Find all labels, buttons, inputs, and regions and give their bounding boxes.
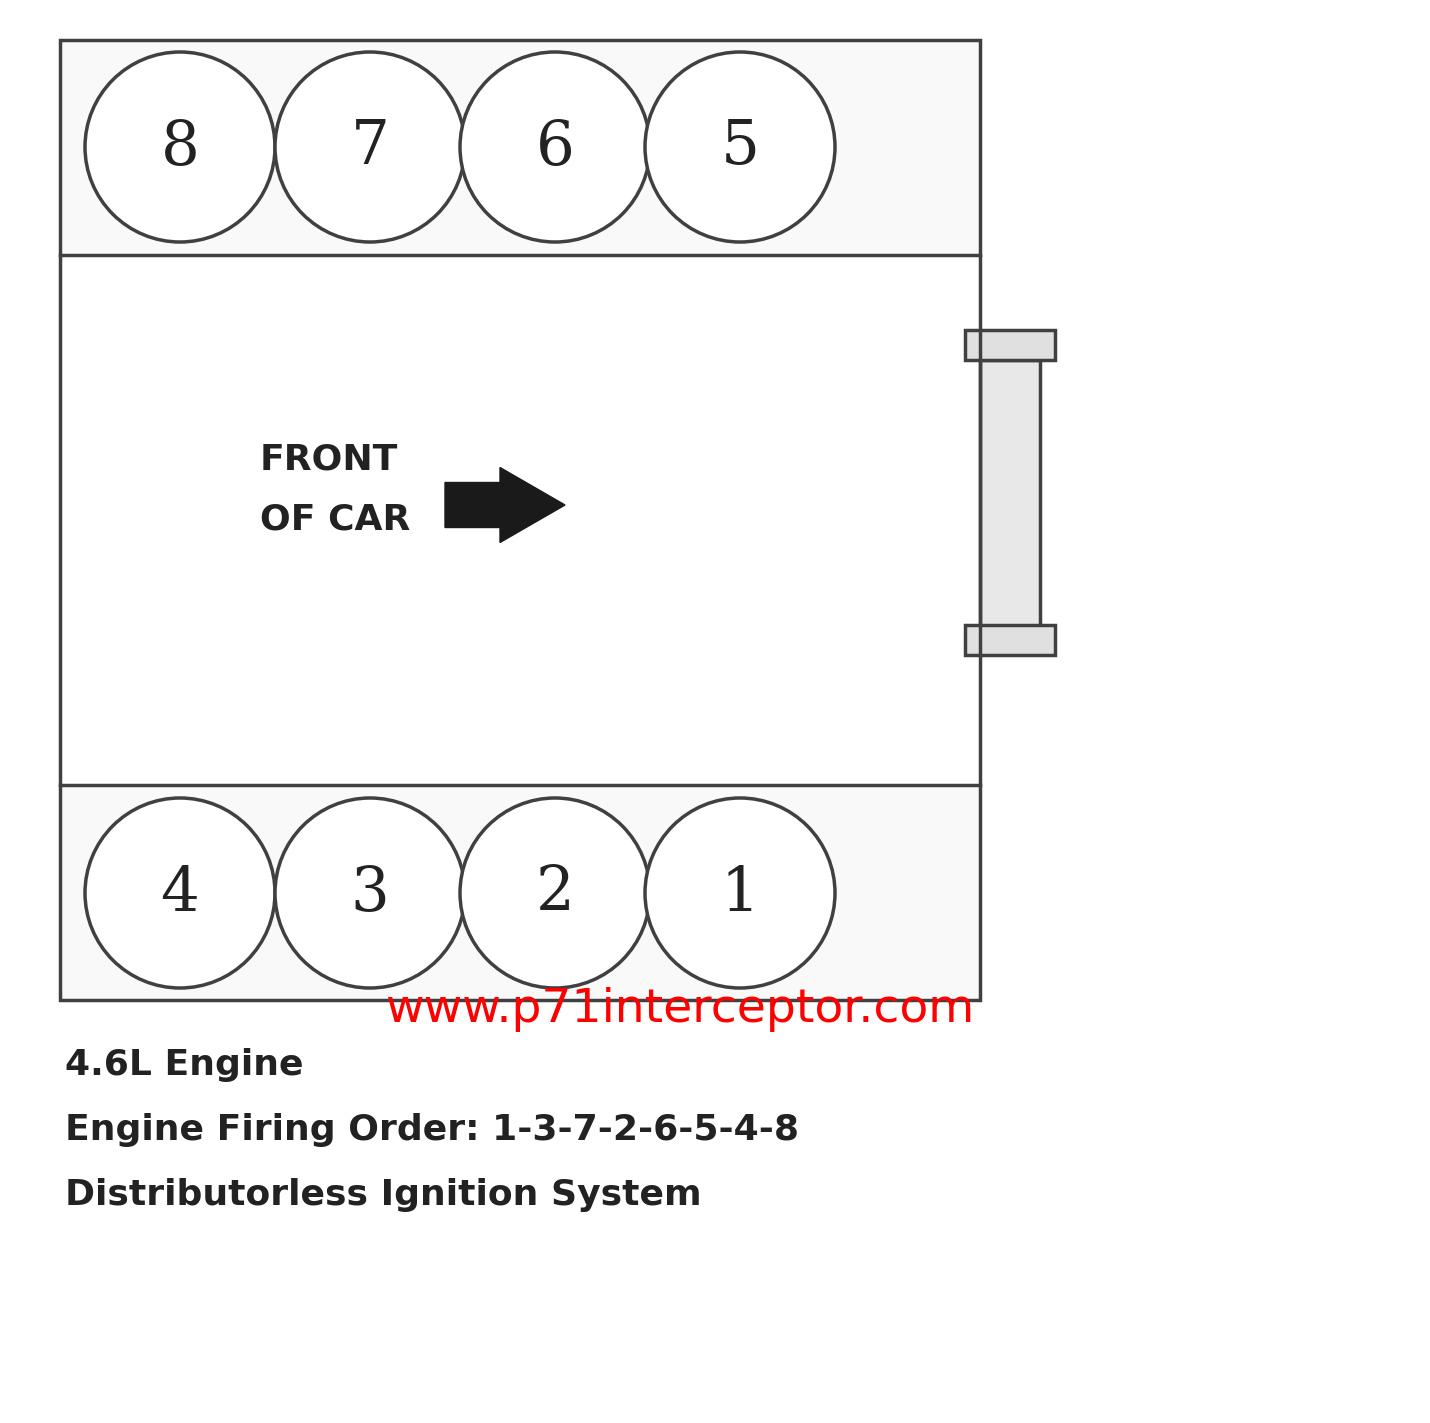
Text: 3: 3: [350, 862, 389, 924]
Text: 4: 4: [160, 862, 199, 924]
Text: 5: 5: [721, 117, 759, 176]
Bar: [60, 785, 980, 1000]
Circle shape: [460, 798, 651, 988]
Text: OF CAR: OF CAR: [260, 502, 410, 536]
Circle shape: [645, 798, 835, 988]
Text: 8: 8: [160, 117, 199, 176]
Circle shape: [275, 798, 465, 988]
Circle shape: [275, 53, 465, 242]
Circle shape: [84, 798, 275, 988]
Text: 7: 7: [350, 117, 389, 176]
Text: FRONT: FRONT: [260, 443, 399, 477]
Bar: [980, 360, 1040, 640]
FancyArrow shape: [445, 468, 565, 542]
Text: www.p71interceptor.com: www.p71interceptor.com: [385, 988, 975, 1033]
Bar: [965, 625, 1055, 655]
Text: 1: 1: [721, 862, 759, 924]
Circle shape: [460, 53, 651, 242]
Text: Distributorless Ignition System: Distributorless Ignition System: [64, 1178, 702, 1212]
Text: Engine Firing Order: 1-3-7-2-6-5-4-8: Engine Firing Order: 1-3-7-2-6-5-4-8: [64, 1113, 799, 1147]
Text: 6: 6: [536, 117, 575, 176]
Bar: [965, 330, 1055, 360]
Circle shape: [645, 53, 835, 242]
Bar: [60, 40, 980, 255]
Circle shape: [84, 53, 275, 242]
Text: 2: 2: [536, 862, 575, 924]
Text: 4.6L Engine: 4.6L Engine: [64, 1047, 303, 1081]
